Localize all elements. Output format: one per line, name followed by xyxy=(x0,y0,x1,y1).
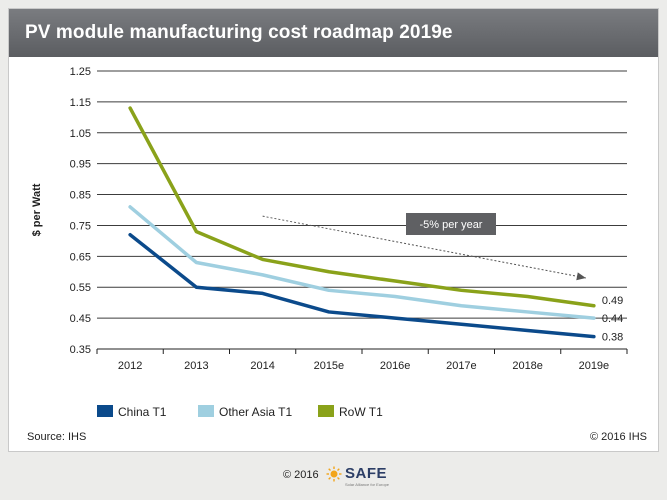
sun-icon xyxy=(326,466,342,482)
annotation-label: -5% per year xyxy=(420,219,483,231)
legend-label: Other Asia T1 xyxy=(219,405,292,419)
x-tick-label: 2012 xyxy=(118,360,142,372)
x-tick-label: 2018e xyxy=(512,360,543,372)
annotation-box xyxy=(406,213,496,235)
legend-swatch-china-t1 xyxy=(97,405,113,417)
end-value-label: 0.44 xyxy=(602,313,623,325)
end-value-label: 0.49 xyxy=(602,295,623,307)
bottom-copyright: © 2016 xyxy=(283,469,319,481)
y-tick-label: 0.85 xyxy=(70,190,91,202)
title-bar: PV module manufacturing cost roadmap 201… xyxy=(9,9,658,57)
legend-label: RoW T1 xyxy=(339,405,383,419)
y-tick-label: 1.05 xyxy=(70,128,91,140)
logo-subtitle: Solar Alliance for Europe xyxy=(345,482,390,487)
trend-arrow-head xyxy=(576,272,586,281)
y-tick-label: 0.35 xyxy=(70,344,91,356)
y-tick-label: 1.25 xyxy=(70,66,91,78)
legend-label: China T1 xyxy=(118,405,167,419)
x-tick-label: 2017e xyxy=(446,360,477,372)
y-tick-label: 0.45 xyxy=(70,313,91,325)
x-tick-label: 2019e xyxy=(579,360,610,372)
x-tick-label: 2016e xyxy=(380,360,411,372)
y-tick-label: 0.65 xyxy=(70,251,91,263)
chart-title: PV module manufacturing cost roadmap 201… xyxy=(25,22,453,43)
y-tick-label: 0.95 xyxy=(70,159,91,171)
source-note: Source: IHS xyxy=(27,431,87,443)
series-line-other-asia-t1 xyxy=(128,205,596,320)
x-tick-label: 2014 xyxy=(250,360,274,372)
series-line-row-t1 xyxy=(128,106,596,308)
legend-swatch-other-asia-t1 xyxy=(198,405,214,417)
series-line-china-t1 xyxy=(128,232,596,339)
end-value-label: 0.38 xyxy=(602,332,623,344)
legend-swatch-row-t1 xyxy=(318,405,334,417)
bottom-bar: © 2016 SAFE Solar Alliance for Europe xyxy=(0,452,667,500)
x-tick-label: 2013 xyxy=(184,360,208,372)
chart-frame: PV module manufacturing cost roadmap 201… xyxy=(8,8,659,452)
y-tick-label: 0.75 xyxy=(70,220,91,232)
y-tick-label: 0.55 xyxy=(70,282,91,294)
x-tick-label: 2015e xyxy=(314,360,345,372)
y-tick-label: 1.15 xyxy=(70,97,91,109)
trend-arrow-line xyxy=(262,215,586,279)
safe-logo: SAFE Solar Alliance for Europe xyxy=(326,462,396,492)
logo-wordmark: SAFE xyxy=(345,465,388,482)
copyright-note: © 2016 IHS xyxy=(589,431,647,443)
y-axis-label: $ per Watt xyxy=(31,183,43,236)
